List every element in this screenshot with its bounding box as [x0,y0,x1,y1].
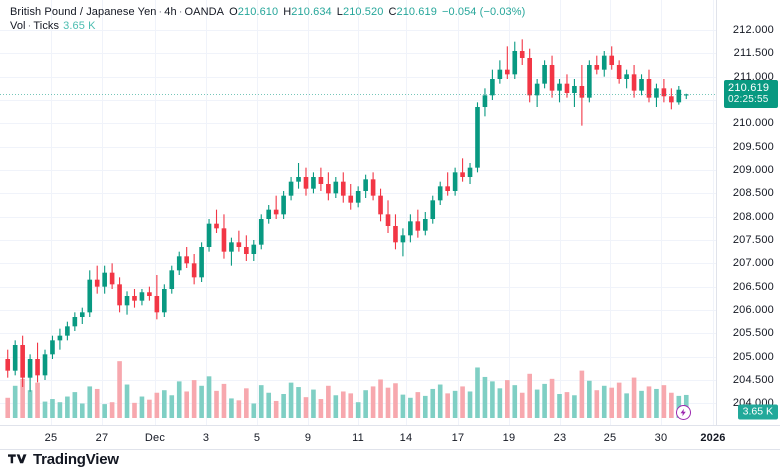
time-axis-tick: 11 [352,432,364,444]
time-axis-tick: 23 [553,432,567,444]
lightning-glyph [680,408,686,417]
price-axis-tick: 206.000 [732,304,774,316]
tradingview-wordmark: TradingView [33,451,119,468]
time-axis-tick: 19 [502,432,516,444]
time-axis-tick: 27 [95,432,109,444]
candlestick-series [5,39,689,418]
time-axis-tick: 9 [304,432,312,444]
current-price-badge[interactable]: 210.619 02:25:55 [724,80,778,109]
chart-pane[interactable] [0,0,716,425]
time-axis-tick: 5 [253,432,261,444]
price-axis-tick: 210.000 [732,117,774,130]
time-axis-tick: 25 [44,432,58,444]
realtime-bolt-icon[interactable] [676,405,691,420]
price-axis-tick: 205.500 [732,327,774,340]
tradingview-logo[interactable]: TradingView [8,452,119,468]
tradingview-mark-icon [8,453,27,463]
volume-badge[interactable]: 3.65 K [737,404,778,420]
price-line-overlay [0,94,716,95]
price-axis-tick: 205.000 [732,350,774,363]
price-axis-tick: 208.000 [732,210,774,223]
footer-bar: TradingView [0,449,780,470]
price-axis-tick: 209.000 [732,164,774,176]
time-axis-tick: Dec [144,432,166,444]
price-axis-tick: 208.500 [732,187,774,200]
time-axis-tick: 3 [202,432,210,444]
price-axis-tick: 207.500 [732,234,774,246]
price-axis-tick: 211.500 [733,47,774,60]
price-axis-tick: 204.500 [732,374,774,386]
price-axis[interactable]: 212.000 211.500 211.000 210.000 209.500 209.0… [716,0,780,425]
time-axis-tick: 17 [451,432,465,444]
time-axis-tick: 25 [603,432,617,444]
price-axis-tick: 206.500 [732,280,774,293]
time-axis[interactable]: 25 27 Dec 3 5 9 11 14 17 19 23 25 30 2026 [0,425,780,449]
price-axis-tick: 207.000 [732,257,774,270]
price-axis-tick: 212.000 [732,24,774,36]
time-axis-tick: 30 [654,432,668,444]
time-axis-tick: 2026 [700,432,726,444]
time-axis-tick: 14 [399,432,413,444]
price-axis-tick: 209.500 [732,140,774,153]
price-axis-tick: 211.000 [733,70,774,83]
current-price-value: 210.619 [728,82,770,95]
bar-countdown: 02:25:55 [728,94,769,106]
